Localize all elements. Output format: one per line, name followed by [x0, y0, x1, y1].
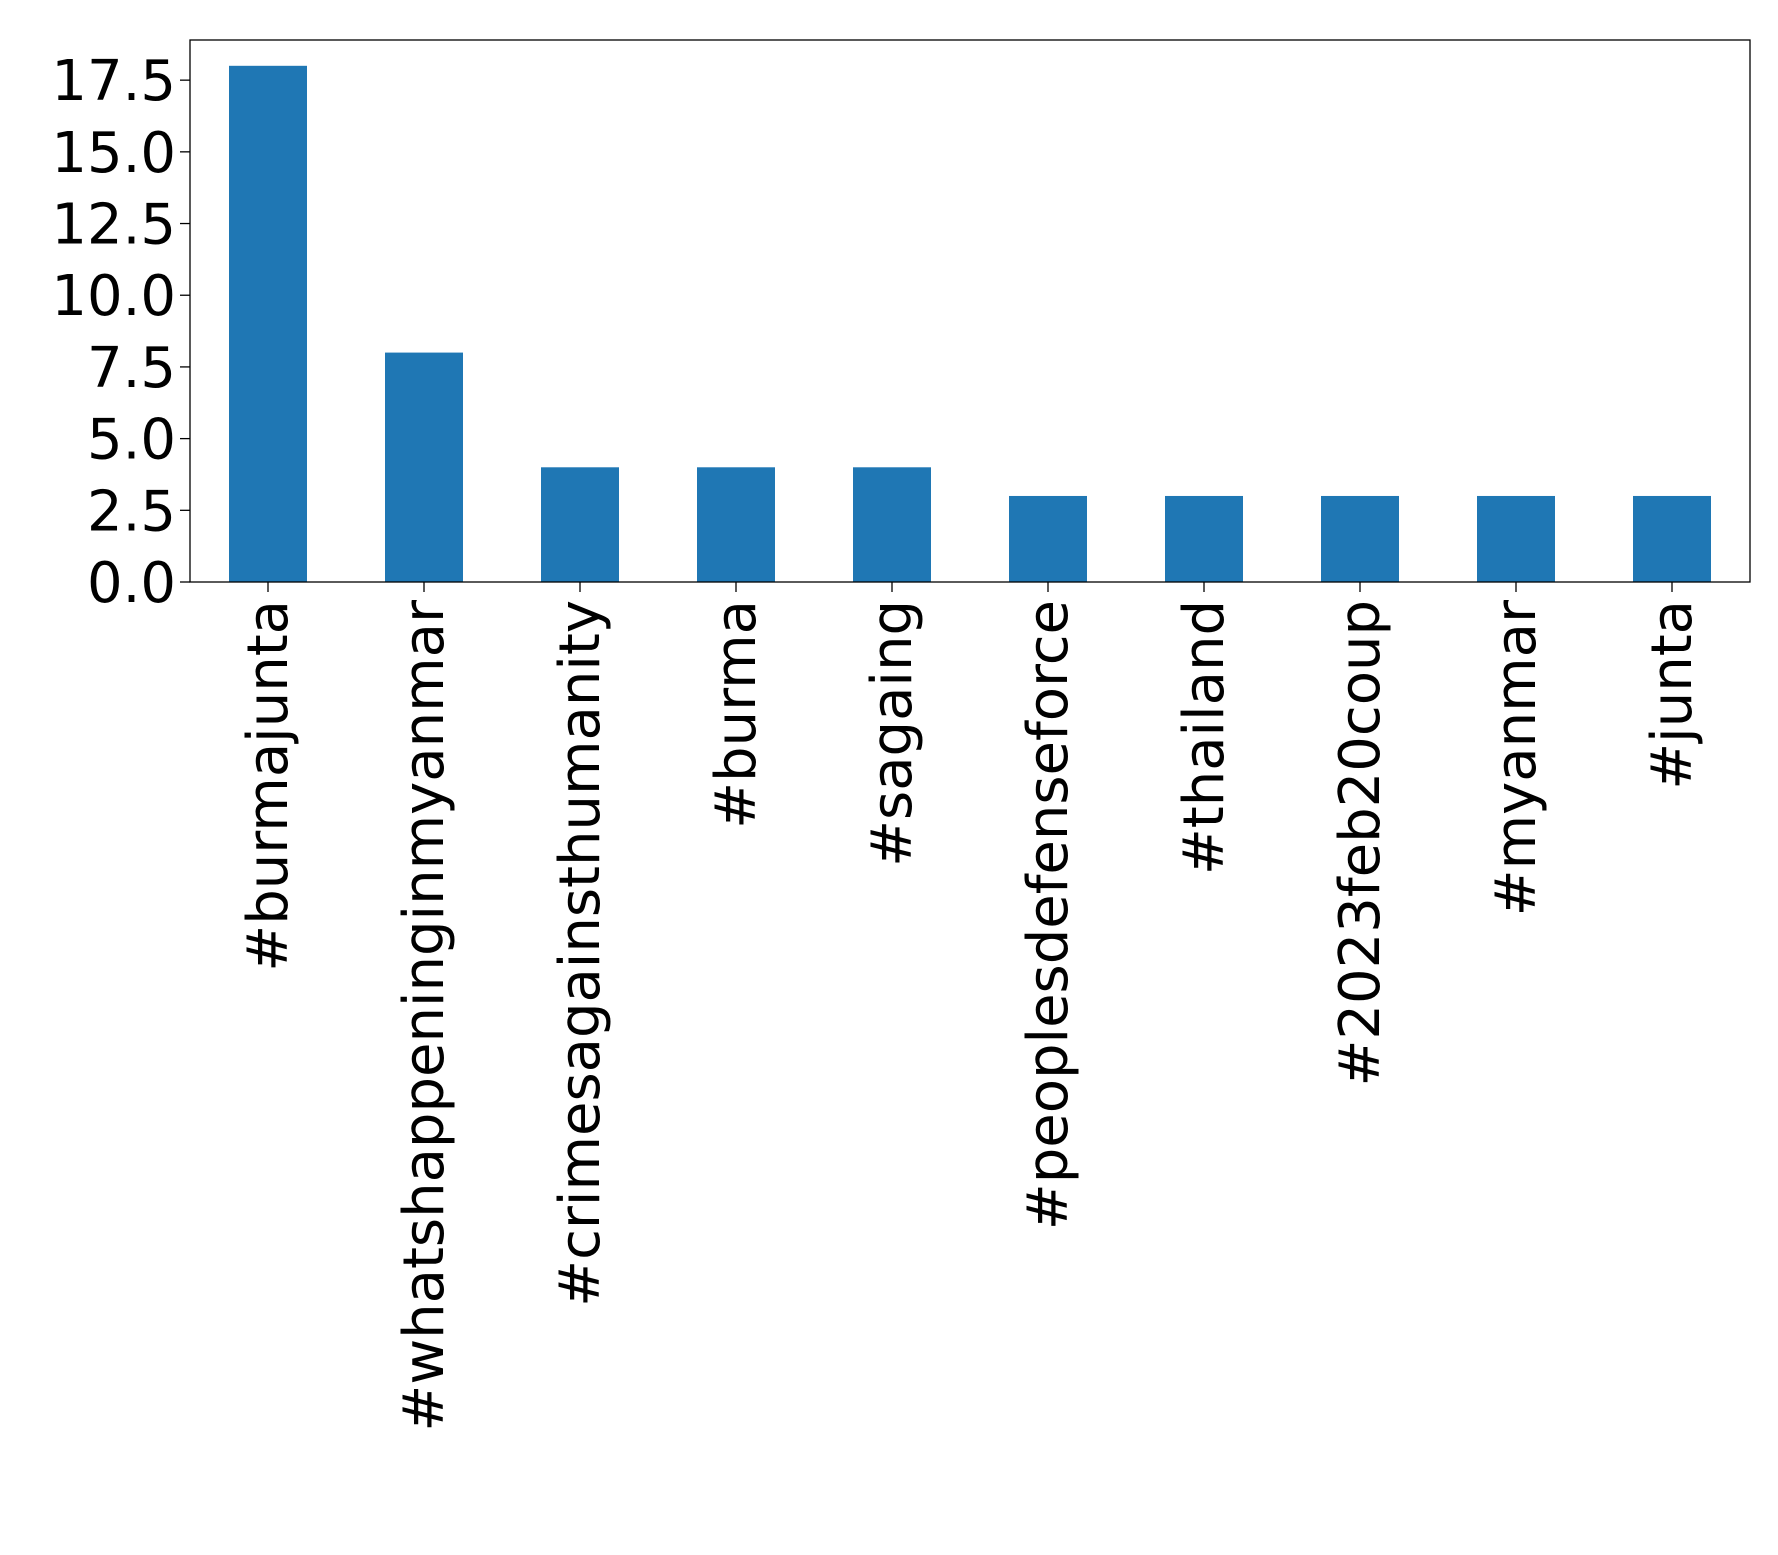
y-tick-label: 15.0: [51, 121, 176, 186]
bars: [229, 65, 1711, 583]
bar-junta: [1633, 495, 1711, 582]
x-tick-label: #whatshappeninginmyanmar: [392, 599, 457, 1432]
plot-frame: [189, 39, 1751, 583]
y-tick-label: 7.5: [87, 336, 176, 401]
bar-burma: [697, 467, 775, 582]
x-tick-label: #2023feb20coup: [1328, 600, 1393, 1087]
x-tick-label: #thailand: [1172, 600, 1237, 875]
x-tick-label: #sagaing: [860, 600, 925, 867]
y-tick-label: 0.0: [87, 551, 176, 616]
x-tick-label: #burmajunta: [236, 600, 301, 972]
bar-whatshappeninginmyanmar: [385, 352, 463, 582]
y-tick-label: 5.0: [87, 408, 176, 473]
bar-sagaing: [853, 467, 931, 582]
bar-2023feb20coup: [1321, 495, 1399, 582]
x-tick-label: #myanmar: [1484, 599, 1549, 916]
bar-thailand: [1165, 495, 1243, 582]
y-tick-label: 2.5: [87, 479, 176, 544]
x-tick-label: #peoplesdefenseforce: [1016, 600, 1081, 1230]
y-axis: 0.0 2.55.0 7.5 10.012.5 15.0 17.5: [51, 49, 190, 616]
bar-crimesagainsthumanity: [541, 467, 619, 582]
bar-burmajunta: [229, 65, 307, 583]
x-tick-label: #crimesagainsthumanity: [548, 600, 613, 1307]
x-tick-label: #junta: [1640, 600, 1705, 790]
y-tick-label: 12.5: [51, 193, 176, 258]
y-tick-label: 10.0: [51, 264, 176, 329]
bar-peoplesdefenseforce: [1009, 495, 1087, 582]
x-axis: #burmajunta #whatshappeninginmyanmar #crim…: [236, 582, 1705, 1432]
x-tick-label: #burma: [704, 600, 769, 829]
y-tick-label: 17.5: [51, 49, 176, 114]
bar-myanmar: [1477, 495, 1555, 582]
